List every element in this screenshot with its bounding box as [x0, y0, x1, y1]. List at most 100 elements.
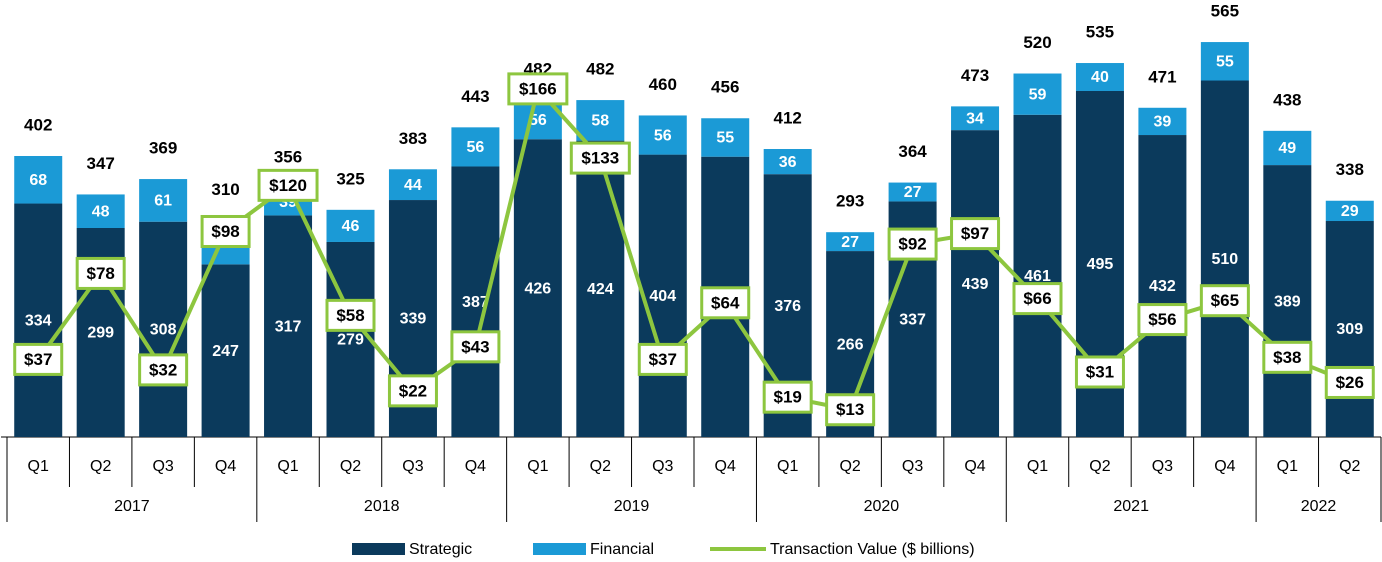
bar-value-label: 61 [154, 193, 172, 210]
bar-segment [701, 118, 750, 157]
bar-segment [1138, 135, 1187, 438]
point-label: $58 [336, 306, 364, 325]
legend-label: Transaction Value ($ billions) [770, 541, 975, 558]
total-label: 460 [649, 75, 677, 94]
point-label: $66 [1023, 289, 1051, 308]
bar-value-label: 432 [1149, 278, 1176, 295]
point-label: $56 [1148, 310, 1176, 329]
bar-segment [951, 106, 1000, 131]
bar-segment [888, 182, 937, 202]
bar-value-label: 387 [462, 294, 489, 311]
bar-segment [326, 209, 375, 242]
point-label-box [1012, 282, 1063, 316]
bar-segment [451, 127, 500, 167]
bar-segment [951, 130, 1000, 437]
total-label: 471 [1148, 67, 1176, 86]
bar-segment [76, 194, 125, 228]
bar-value-label: 317 [275, 318, 302, 335]
total-label: 412 [773, 108, 801, 127]
point-label: $37 [649, 350, 677, 369]
total-label: 356 [274, 148, 302, 167]
x-tick-label: Q1 [1277, 458, 1298, 475]
bar-value-label: 309 [1336, 321, 1363, 338]
bar-value-label: 49 [1278, 140, 1296, 157]
bar-value-label: 27 [841, 234, 859, 251]
total-label: 364 [898, 142, 927, 161]
point-label: $97 [961, 224, 989, 243]
point-label-box [887, 227, 938, 261]
group-label: 2019 [614, 498, 650, 515]
bar-value-label: 55 [1216, 54, 1234, 71]
point-label-box [700, 286, 751, 320]
point-label-box [1199, 284, 1250, 318]
x-tick-label: Q4 [465, 458, 486, 475]
total-label: 443 [461, 87, 489, 106]
x-tick-label: Q4 [1214, 458, 1235, 475]
total-label: 369 [149, 139, 177, 158]
point-label: $22 [399, 381, 427, 400]
x-tick-label: Q4 [215, 458, 236, 475]
total-label: 293 [836, 192, 864, 211]
legend-label: Strategic [409, 541, 472, 558]
bar-segment [139, 221, 188, 437]
bar-value-label: 337 [899, 311, 926, 328]
bar-value-label: 59 [1029, 86, 1047, 103]
group-label: 2018 [364, 498, 400, 515]
legend-swatch [533, 543, 586, 555]
bar-segment [638, 154, 687, 437]
bar-value-label: 334 [25, 312, 52, 329]
point-label: $120 [269, 176, 307, 195]
bar-segment [201, 264, 250, 437]
bar-segment [1325, 221, 1374, 437]
total-label: 347 [86, 154, 114, 173]
bar-segment [1013, 73, 1062, 115]
point-label: $13 [836, 400, 864, 419]
bar-value-label: 376 [774, 298, 801, 315]
bar-segment [1200, 42, 1249, 81]
bar-segment [826, 232, 875, 252]
bar-value-label: 55 [716, 130, 734, 147]
bar-value-label: 389 [1274, 293, 1301, 310]
point-label-box [200, 214, 251, 248]
point-label-box [1074, 355, 1125, 389]
bar-segment [264, 215, 313, 437]
bar-value-label: 39 [1154, 114, 1172, 131]
bar-value-label: 439 [962, 276, 989, 293]
bar-segment [576, 140, 625, 437]
x-tick-label: Q1 [777, 458, 798, 475]
bar-value-label: 56 [467, 139, 485, 156]
bar-value-label: 27 [904, 184, 922, 201]
bar-value-label: 56 [654, 127, 672, 144]
total-label: 325 [336, 169, 364, 188]
bar-value-label: 34 [966, 110, 984, 127]
x-tick-label: Q2 [590, 458, 611, 475]
bar-segment [451, 166, 500, 437]
point-label: $133 [581, 149, 619, 168]
point-label-box [325, 298, 376, 332]
point-label: $38 [1273, 348, 1301, 367]
total-label: 438 [1273, 90, 1301, 109]
bar-value-label: 266 [837, 336, 864, 353]
legend-swatch [352, 543, 405, 555]
point-label-box [1137, 303, 1188, 337]
bar-value-label: 36 [779, 154, 797, 171]
point-label-box [387, 374, 438, 408]
x-tick-label: Q2 [90, 458, 111, 475]
x-tick-label: Q2 [1339, 458, 1360, 475]
x-tick-label: Q4 [964, 458, 985, 475]
group-label: 2021 [1113, 498, 1149, 515]
bar-segment [1325, 200, 1374, 222]
point-label: $64 [711, 293, 740, 312]
bar-segment [388, 169, 437, 201]
point-label: $92 [898, 235, 926, 254]
point-label-box [1262, 340, 1313, 374]
point-label: $31 [1086, 362, 1114, 381]
point-label-box [450, 330, 501, 364]
x-tick-label: Q2 [340, 458, 361, 475]
group-label: 2017 [114, 498, 150, 515]
bar-value-label: 68 [29, 172, 47, 189]
point-label: $98 [211, 222, 239, 241]
bar-value-label: 495 [1087, 256, 1114, 273]
bar-segment [1263, 165, 1312, 438]
